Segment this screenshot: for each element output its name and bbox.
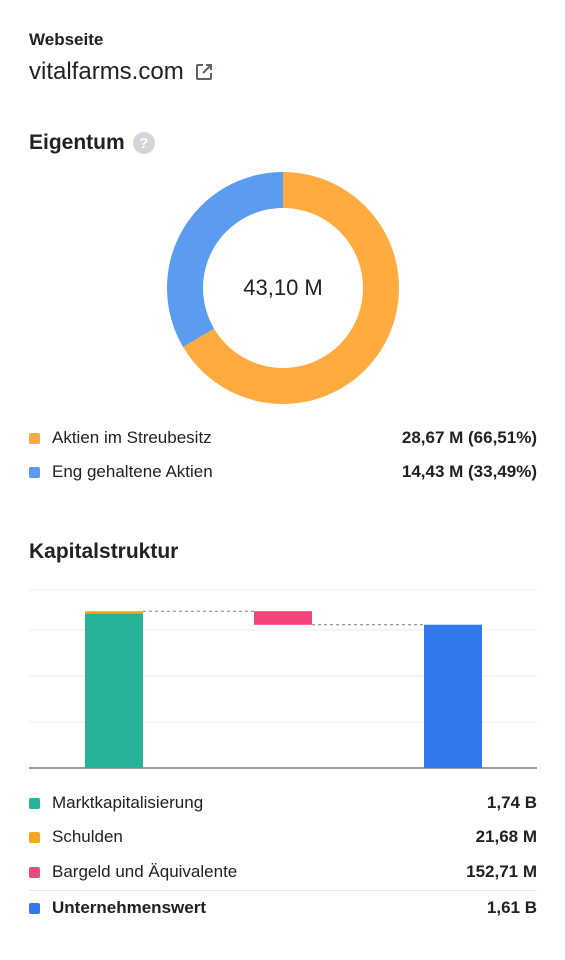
legend-value: 14,43 M (33,49%) <box>401 462 537 481</box>
legend-divider <box>29 890 537 891</box>
legend-swatch <box>29 866 40 878</box>
waterfall-bar-4 <box>424 624 482 768</box>
donut-slice-2 <box>167 172 283 347</box>
legend-value: 1,74 B <box>486 793 537 812</box>
waterfall-bar-3 <box>254 611 312 625</box>
legend-swatch <box>29 902 40 914</box>
legend-label: Eng gehaltene Aktien <box>52 462 213 481</box>
website-row: vitalfarms.com <box>29 58 214 86</box>
legend-value: 152,71 M <box>466 862 537 881</box>
capital-legend-row: Marktkapitalisierung 1,74 B <box>29 788 537 818</box>
legend-swatch <box>29 831 40 843</box>
legend-label: Unternehmenswert <box>52 898 206 917</box>
capital-waterfall-chart <box>29 589 537 769</box>
legend-label: Aktien im Streubesitz <box>52 428 212 447</box>
capital-section-title: Kapitalstruktur <box>29 540 178 564</box>
legend-value: 1,61 B <box>486 898 537 917</box>
ownership-title: Eigentum <box>29 131 125 154</box>
legend-label: Bargeld und Äquivalente <box>52 862 238 881</box>
capital-legend-row: Schulden 21,68 M <box>29 822 537 852</box>
legend-value: 28,67 M (66,51%) <box>401 428 537 447</box>
legend-label: Marktkapitalisierung <box>52 793 204 812</box>
capital-legend-row: Bargeld und Äquivalente 152,71 M <box>29 857 537 887</box>
website-label: Webseite <box>29 30 104 49</box>
waterfall-bar-1 <box>85 613 143 768</box>
capital-legend-row-total: Unternehmenswert 1,61 B <box>29 893 537 923</box>
donut-center-total: 43,10 M <box>243 275 323 300</box>
waterfall-bar-2 <box>85 611 143 614</box>
capital-title: Kapitalstruktur <box>29 540 179 563</box>
ownership-section-title: Eigentum ? <box>29 131 155 155</box>
ownership-legend-row: Aktien im Streubesitz 28,67 M (66,51%) <box>29 423 537 453</box>
donut-slice-1 <box>183 172 399 404</box>
question-mark-icon[interactable]: ? <box>132 132 155 154</box>
external-link-icon[interactable] <box>194 62 214 82</box>
ownership-legend-row: Eng gehaltene Aktien 14,43 M (33,49%) <box>29 457 537 487</box>
legend-swatch <box>29 797 40 809</box>
ownership-donut-chart <box>167 172 399 404</box>
legend-label: Schulden <box>52 827 123 846</box>
website-link[interactable]: vitalfarms.com <box>29 58 184 85</box>
legend-swatch <box>29 432 40 444</box>
legend-swatch <box>29 466 40 478</box>
legend-value: 21,68 M <box>475 827 537 846</box>
